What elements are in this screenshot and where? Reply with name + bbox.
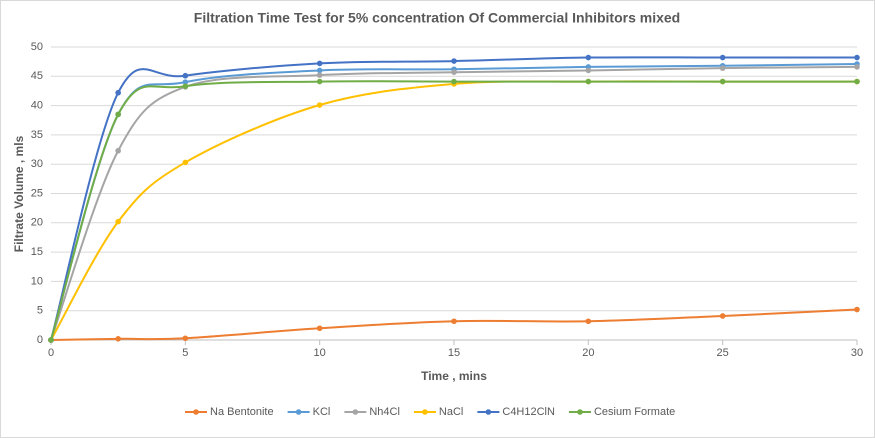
data-point [316, 60, 323, 67]
x-tick-label: 10 [314, 347, 326, 359]
data-point [115, 111, 121, 118]
data-point [316, 102, 323, 108]
data-point [182, 83, 189, 90]
y-tick-label: 50 [31, 41, 43, 53]
data-point [854, 306, 860, 313]
data-point [451, 69, 457, 75]
data-point [182, 79, 189, 85]
data-point [115, 89, 121, 96]
legend-marker [193, 409, 199, 415]
x-tick-label: 30 [851, 347, 863, 359]
x-tick-label: 5 [182, 347, 188, 359]
legend-marker [295, 409, 302, 415]
data-point [115, 336, 121, 342]
data-point [451, 58, 457, 64]
x-tick-label: 25 [717, 347, 729, 359]
data-point [585, 67, 592, 74]
data-point [719, 65, 726, 71]
data-point [182, 335, 189, 342]
y-tick-label: 0 [37, 334, 43, 346]
legend-label: Cesium Formate [594, 406, 675, 418]
y-axis-title: Filtrate Volume , mls [12, 135, 26, 252]
data-point [451, 318, 457, 325]
y-tick-label: 40 [31, 100, 43, 112]
y-tick-label: 15 [31, 246, 43, 258]
y-tick-label: 20 [31, 217, 43, 229]
data-point [719, 78, 726, 85]
y-tick-label: 25 [31, 187, 43, 199]
data-point [115, 147, 121, 154]
x-tick-label: 20 [582, 347, 594, 359]
legend-label: NaCl [439, 406, 463, 418]
y-tick-label: 45 [31, 70, 43, 82]
y-tick-label: 30 [31, 158, 43, 170]
data-point [585, 54, 592, 61]
chart-title: Filtration Time Test for 5% concentratio… [194, 10, 680, 26]
legend-label: KCl [313, 406, 331, 418]
data-point [854, 78, 860, 85]
x-tick-label: 15 [448, 347, 460, 359]
legend-label: C4H12ClN [502, 406, 555, 418]
x-tick-label: 0 [48, 347, 54, 359]
data-point [854, 64, 860, 70]
data-point [316, 325, 323, 332]
legend-marker [422, 409, 428, 415]
data-point [182, 159, 189, 166]
data-point [585, 318, 592, 325]
y-tick-label: 10 [31, 275, 43, 287]
data-point [451, 78, 457, 85]
legend-label: Nh4Cl [369, 406, 400, 418]
data-point [48, 337, 54, 343]
data-point [115, 218, 121, 225]
series-line [50, 308, 858, 341]
y-tick-label: 5 [37, 305, 43, 317]
series-line [50, 56, 857, 341]
data-point [316, 72, 323, 78]
data-point [719, 54, 726, 61]
y-tick-label: 35 [31, 129, 43, 141]
x-axis-title: Time , mins [421, 369, 487, 383]
data-point [585, 78, 592, 85]
legend-marker [352, 409, 359, 415]
data-point [316, 78, 323, 85]
data-point [719, 313, 726, 319]
data-point [316, 67, 323, 74]
legend-marker [485, 409, 492, 415]
legend-label: Na Bentonite [210, 406, 274, 418]
data-point [854, 54, 860, 61]
legend-marker [577, 409, 583, 415]
data-point [182, 72, 189, 79]
